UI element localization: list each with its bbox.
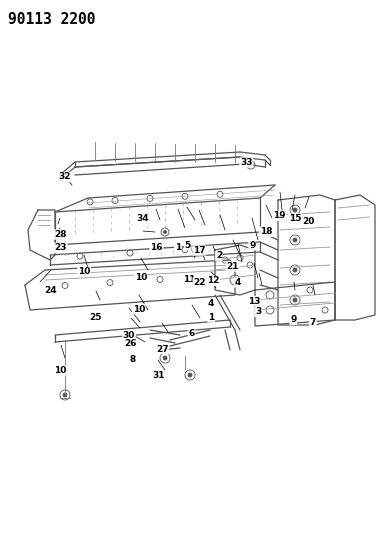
Circle shape — [188, 373, 192, 377]
Text: 21: 21 — [226, 262, 239, 271]
Text: 10: 10 — [135, 273, 147, 281]
Text: 25: 25 — [90, 313, 102, 321]
Text: 10: 10 — [78, 268, 90, 276]
Text: 5: 5 — [185, 241, 191, 249]
Text: 10: 10 — [133, 305, 145, 313]
Circle shape — [293, 208, 297, 212]
Circle shape — [293, 268, 297, 272]
Text: 23: 23 — [54, 244, 67, 252]
Text: 6: 6 — [188, 329, 195, 337]
Text: 24: 24 — [45, 286, 57, 295]
Text: 28: 28 — [54, 230, 67, 239]
Text: 13: 13 — [248, 297, 260, 305]
Text: 90113 2200: 90113 2200 — [8, 12, 95, 27]
Text: 22: 22 — [193, 278, 206, 287]
Text: 12: 12 — [207, 277, 219, 285]
Text: 7: 7 — [310, 318, 316, 327]
Text: 2: 2 — [216, 252, 222, 260]
Circle shape — [293, 298, 297, 302]
Text: 15: 15 — [289, 214, 301, 223]
Text: 27: 27 — [156, 345, 169, 353]
Text: 11: 11 — [183, 276, 196, 284]
Text: 17: 17 — [193, 246, 206, 255]
Text: 30: 30 — [123, 332, 135, 340]
Text: 9: 9 — [290, 316, 296, 324]
Circle shape — [163, 356, 167, 360]
Text: 18: 18 — [260, 228, 272, 236]
Circle shape — [163, 230, 167, 233]
Text: 34: 34 — [136, 214, 149, 223]
Text: 4: 4 — [235, 278, 241, 287]
Text: 3: 3 — [255, 308, 261, 316]
Text: 32: 32 — [58, 173, 71, 181]
Text: 8: 8 — [130, 356, 136, 364]
Text: 31: 31 — [152, 372, 165, 380]
Circle shape — [249, 164, 253, 166]
Text: 20: 20 — [303, 217, 315, 225]
Text: 10: 10 — [54, 366, 67, 375]
Text: 16: 16 — [150, 244, 163, 252]
Text: 26: 26 — [125, 340, 137, 348]
Text: 1: 1 — [175, 244, 181, 252]
Text: 33: 33 — [240, 158, 253, 167]
Text: 4: 4 — [208, 300, 214, 308]
Circle shape — [293, 238, 297, 242]
Text: 1: 1 — [208, 313, 214, 321]
Text: 19: 19 — [273, 212, 286, 220]
Text: 9: 9 — [249, 241, 255, 249]
Circle shape — [63, 393, 67, 397]
